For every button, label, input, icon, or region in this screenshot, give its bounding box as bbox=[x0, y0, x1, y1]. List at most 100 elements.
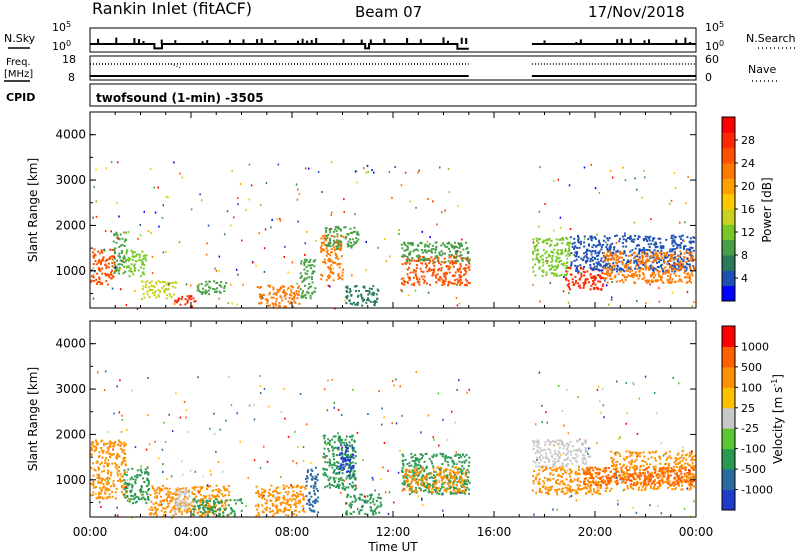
data-pixel bbox=[535, 465, 538, 468]
data-pixel bbox=[414, 457, 417, 460]
data-pixel bbox=[204, 511, 207, 513]
data-pixel bbox=[123, 445, 126, 448]
data-pixel bbox=[164, 510, 167, 513]
data-pixel bbox=[284, 506, 287, 509]
data-pixel bbox=[681, 459, 684, 462]
data-pixel bbox=[106, 464, 109, 467]
data-pixel bbox=[356, 240, 359, 243]
data-pixel bbox=[683, 256, 686, 259]
data-pixel bbox=[345, 286, 348, 289]
data-pixel bbox=[556, 242, 559, 245]
data-pixel bbox=[446, 476, 449, 479]
data-pixel bbox=[301, 493, 304, 496]
data-pixel bbox=[449, 255, 452, 258]
data-pixel bbox=[342, 268, 345, 271]
data-pixel bbox=[207, 506, 210, 508]
data-pixel bbox=[283, 289, 285, 292]
data-pixel bbox=[437, 256, 440, 259]
data-pixel bbox=[93, 468, 96, 471]
data-pixel bbox=[648, 255, 651, 258]
data-pixel bbox=[638, 275, 641, 278]
data-pixel bbox=[462, 472, 465, 475]
data-pixel bbox=[548, 268, 551, 271]
data-pixel bbox=[116, 259, 119, 262]
data-pixel bbox=[147, 481, 150, 484]
data-pixel bbox=[303, 268, 306, 271]
data-pixel bbox=[101, 449, 103, 452]
data-pixel bbox=[166, 506, 169, 509]
data-pixel bbox=[287, 499, 290, 502]
data-pixel bbox=[444, 457, 447, 460]
data-pixel bbox=[182, 490, 184, 493]
data-pixel bbox=[327, 447, 330, 450]
data-pixel bbox=[455, 492, 458, 495]
data-pixel bbox=[100, 490, 103, 493]
data-pixel bbox=[683, 272, 686, 274]
data-pixel bbox=[167, 505, 170, 508]
data-pixel bbox=[200, 498, 203, 501]
data-pixel bbox=[688, 253, 691, 255]
data-pixel bbox=[290, 289, 293, 292]
data-pixel bbox=[401, 263, 404, 266]
data-pixel bbox=[670, 237, 673, 239]
data-pixel bbox=[218, 502, 220, 505]
data-pixel bbox=[566, 241, 569, 244]
data-pixel bbox=[120, 461, 123, 464]
noise-pixel bbox=[297, 188, 299, 191]
data-pixel bbox=[532, 251, 534, 253]
data-pixel bbox=[145, 470, 148, 473]
data-pixel bbox=[566, 442, 569, 445]
noise-pixel bbox=[296, 198, 299, 201]
data-pixel bbox=[605, 273, 608, 275]
data-pixel bbox=[423, 279, 426, 282]
data-pixel bbox=[435, 276, 438, 279]
data-pixel bbox=[609, 243, 612, 246]
data-pixel bbox=[204, 291, 207, 294]
data-pixel bbox=[638, 266, 641, 269]
data-pixel bbox=[414, 488, 417, 491]
data-pixel bbox=[323, 249, 326, 252]
data-pixel bbox=[424, 243, 427, 246]
data-pixel bbox=[561, 242, 564, 245]
data-pixel bbox=[460, 490, 463, 492]
colorbar-tick-label: 28 bbox=[741, 134, 755, 147]
data-pixel bbox=[92, 480, 95, 483]
data-pixel bbox=[140, 298, 143, 300]
data-pixel bbox=[103, 442, 106, 445]
data-pixel bbox=[542, 249, 545, 252]
data-pixel bbox=[454, 480, 457, 483]
noise-pixel bbox=[226, 210, 229, 213]
data-pixel bbox=[307, 261, 310, 263]
data-pixel bbox=[295, 514, 298, 517]
data-pixel bbox=[180, 506, 183, 509]
data-pixel bbox=[431, 244, 434, 247]
data-pixel bbox=[90, 453, 93, 456]
data-pixel bbox=[674, 248, 677, 250]
data-pixel bbox=[305, 296, 307, 299]
data-pixel bbox=[321, 248, 324, 251]
noise-pixel bbox=[414, 289, 417, 292]
data-pixel bbox=[443, 474, 446, 477]
data-pixel bbox=[454, 245, 457, 248]
data-pixel bbox=[359, 493, 362, 496]
data-pixel bbox=[97, 468, 100, 471]
data-pixel bbox=[94, 445, 97, 448]
data-pixel bbox=[304, 487, 307, 490]
data-pixel bbox=[436, 472, 439, 475]
data-pixel bbox=[297, 286, 300, 289]
noise-pixel bbox=[538, 225, 540, 228]
data-pixel bbox=[130, 476, 133, 479]
data-pixel bbox=[434, 274, 437, 277]
data-pixel bbox=[132, 256, 135, 259]
data-pixel bbox=[679, 246, 682, 249]
data-pixel bbox=[352, 464, 355, 467]
data-pixel bbox=[422, 258, 425, 261]
data-pixel bbox=[597, 489, 600, 492]
data-pixel bbox=[553, 244, 556, 247]
data-pixel bbox=[692, 266, 695, 269]
data-pixel bbox=[110, 277, 113, 280]
data-pixel bbox=[451, 460, 454, 463]
nsky-spike bbox=[160, 39, 163, 44]
data-pixel bbox=[438, 279, 441, 282]
data-pixel bbox=[409, 242, 412, 244]
